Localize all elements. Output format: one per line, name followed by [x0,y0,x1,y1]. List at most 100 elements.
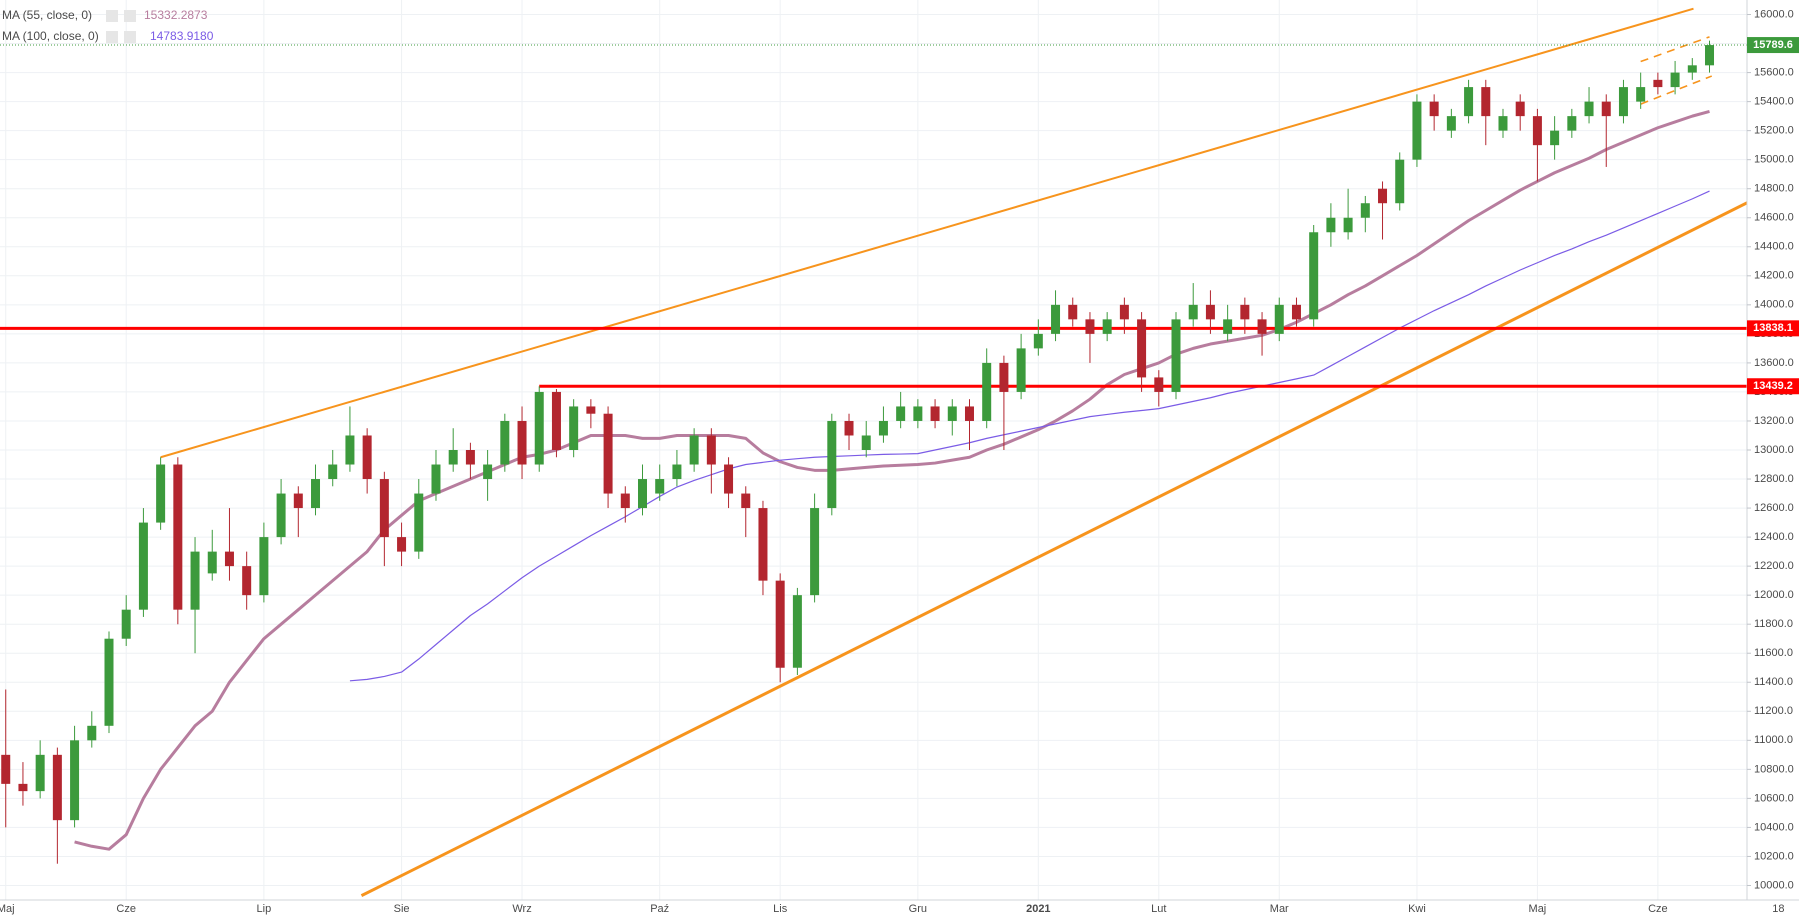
candle-body [1257,319,1267,334]
candle-body [534,391,544,465]
candle-body [259,537,269,596]
candle-body [1119,304,1129,320]
candle-body [1515,101,1525,117]
candle-body [1618,87,1628,117]
candle-body [775,580,785,668]
candle-body [414,493,424,552]
candle-body [1653,79,1663,88]
x-tick-label: Mar [1270,903,1289,915]
y-tick-label: 10800.0 [1754,763,1794,775]
moving-average [74,109,1710,851]
y-tick-label: 10000.0 [1754,879,1794,891]
candle-body [328,464,338,480]
y-tick-label: 14600.0 [1754,212,1794,224]
candle-body [311,479,321,509]
candle-body [672,464,682,480]
candle-body [517,420,527,465]
x-tick-label: Maj [1529,903,1547,915]
candle-body [87,725,97,741]
y-tick-label: 12400.0 [1754,531,1794,543]
x-tick-label: 2021 [1026,903,1050,915]
settings-icon[interactable] [106,10,118,22]
candle-body [1326,217,1336,233]
candle-body [724,464,734,494]
candle-body [655,479,665,494]
close-icon[interactable] [124,31,136,43]
candle-body [1446,116,1456,131]
candle-body [1188,304,1198,320]
y-tick-label: 16000.0 [1754,8,1794,20]
candle-body [190,551,200,610]
trend-line [160,7,1694,459]
candle-body [397,537,407,552]
grid [0,0,1747,900]
y-tick-label: 14800.0 [1754,183,1794,195]
legend-ma100-value: 14783.9180 [150,29,214,43]
y-tick-label: 15200.0 [1754,125,1794,137]
candle-body [1223,319,1233,334]
candle-body [1532,116,1542,146]
candle-body [173,464,183,610]
candle-body [844,420,854,436]
candle-body [1636,87,1646,102]
moving-average [349,190,1710,682]
legend-ma55-value: 15332.2873 [144,8,208,22]
x-tick-label: Kwi [1408,903,1426,915]
last-price-label: 15789.6 [1753,39,1793,51]
candle-body [706,435,716,465]
x-tick-label: Lip [257,903,272,915]
candle-body [1274,304,1284,334]
candle-body [1085,319,1095,334]
x-tick-label: Lis [773,903,788,915]
candle-body [620,493,630,509]
candle-body [1068,304,1078,320]
candle-body [448,450,458,465]
y-tick-label: 15000.0 [1754,154,1794,166]
candle-body [930,406,940,421]
candle-body [1584,101,1594,117]
candle-body [156,464,166,523]
candle-body [121,609,131,639]
candle-body [603,413,613,494]
legend-ma55-name: MA (55, close, 0) [2,8,92,22]
y-tick-label: 15400.0 [1754,96,1794,108]
level-label-box [1747,378,1799,395]
x-tick-label: Cze [1648,903,1668,915]
candle-body [1240,304,1250,320]
candle-body [947,406,957,421]
candle-body [1670,72,1680,88]
trend-line [1640,75,1713,105]
candle-body [1154,377,1164,392]
y-tick-label: 11200.0 [1754,705,1793,717]
candle-body [810,508,820,596]
candle-body [207,551,217,574]
candle-body [1395,159,1405,204]
trend-line [360,201,1747,897]
candle-body [1498,116,1508,131]
plot-area [0,7,1747,897]
y-tick-label: 15600.0 [1754,66,1794,78]
y-tick-label: 11400.0 [1754,676,1793,688]
candle-body [569,406,579,450]
candle-body [964,406,974,421]
candle-body [982,362,992,421]
y-tick-label: 12000.0 [1754,589,1794,601]
candle-body [1291,304,1301,320]
y-tick-label: 14000.0 [1754,299,1794,311]
x-tick-label: Gru [909,903,927,915]
candle-body [1309,232,1319,320]
x-tick-label: Wrz [512,903,531,915]
y-tick-label: 14200.0 [1754,270,1794,282]
close-icon[interactable] [124,10,136,22]
candle-body [792,595,802,668]
trend-line [1640,36,1710,63]
y-tick-label: 11000.0 [1754,734,1793,746]
candle-body [35,754,45,792]
settings-icon[interactable] [106,31,118,43]
candle-body [913,406,923,421]
candle-body [18,783,28,792]
axis-background [1747,0,1799,917]
candle-body [1378,188,1388,204]
candle-body [1550,130,1560,146]
